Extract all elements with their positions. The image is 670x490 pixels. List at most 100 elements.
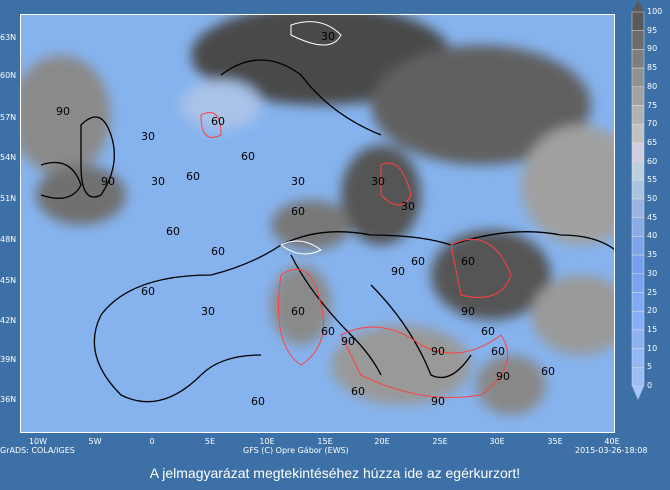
lon-label: 10E — [259, 437, 275, 446]
colorbar-label: 100 — [647, 7, 663, 16]
contour-label: 60 — [251, 395, 265, 408]
colorbar-label: 30 — [647, 268, 658, 278]
lon-label: 35E — [547, 437, 563, 446]
colorbar-label: 75 — [647, 100, 658, 110]
colorbar-bin — [631, 217, 645, 237]
colorbar-bin — [631, 161, 645, 181]
contour-label: 60 — [211, 245, 225, 258]
contour-label: 30 — [371, 175, 385, 188]
contour-label: 60 — [241, 150, 255, 163]
colorbar-bin — [631, 348, 645, 368]
colorbar-label: 20 — [647, 306, 658, 316]
colorbar-bin — [631, 329, 645, 349]
colorbar-bin — [631, 310, 645, 331]
contour-label: 90 — [431, 345, 445, 358]
credit-center: GFS (C) Opre Gábor (EWS) — [243, 446, 349, 455]
colorbar-label: 25 — [647, 287, 658, 297]
precip-contours — [200, 112, 512, 398]
colorbar-bin — [631, 67, 645, 88]
contour-label: 30 — [151, 175, 165, 188]
colorbar-max-arrow — [632, 0, 644, 12]
contour-label: 30 — [321, 30, 335, 43]
colorbar-label: 90 — [647, 44, 658, 54]
weather-map[interactable]: 90 30 60 30 60 60 90 60 30 60 30 60 90 90 60 90 60 60 30 60… — [20, 14, 615, 433]
contour-label: 60 — [541, 365, 555, 378]
contour-label: 60 — [291, 205, 305, 218]
contour-label: 60 — [481, 325, 495, 338]
colorbar-label: 5 — [647, 362, 653, 372]
contour-label: 60 — [141, 285, 155, 298]
contour-label: 90 — [101, 175, 115, 188]
colorbar-label: 70 — [647, 119, 658, 129]
lon-label: 20E — [374, 437, 390, 446]
lon-label: 5W — [88, 437, 102, 446]
colorbar-label: 10 — [647, 343, 658, 353]
lat-label: 60N — [0, 71, 17, 80]
legend-hint: A jelmagyarázat megtekintéséhez húzza id… — [149, 465, 521, 481]
contour-label: 60 — [186, 170, 200, 183]
colorbar-bin — [631, 292, 645, 312]
colorbar-label: 80 — [647, 81, 658, 91]
contour-label: 90 — [341, 335, 355, 348]
lat-label: 54N — [0, 153, 17, 162]
contour-label: 60 — [351, 385, 365, 398]
lon-label: 5E — [204, 437, 216, 446]
contour-label: 90 — [431, 395, 445, 408]
colorbar-bin — [631, 11, 645, 31]
lat-label: 48N — [0, 235, 17, 244]
lat-label: 63N — [0, 33, 17, 42]
lat-label: 51N — [0, 194, 17, 203]
contour-label: 60 — [461, 255, 475, 268]
lon-label: 0 — [149, 437, 155, 446]
lat-label: 39N — [0, 355, 17, 364]
colorbar — [630, 0, 670, 410]
colorbar-label: 50 — [647, 194, 658, 203]
colorbar-label: 65 — [647, 137, 658, 147]
colorbar-label: 40 — [647, 231, 658, 241]
colorbar-bin — [631, 254, 645, 275]
colorbar-bin — [631, 236, 645, 256]
contour-label: 90 — [391, 265, 405, 278]
contour-label: 30 — [291, 175, 305, 188]
contour-label: 60 — [291, 305, 305, 318]
colorbar-label: 60 — [647, 156, 658, 166]
credit-left: GrADS: COLA/IGES — [0, 446, 75, 455]
contour-label: 30 — [201, 305, 215, 318]
wind-contours — [280, 21, 342, 255]
contour-label: 60 — [166, 225, 180, 238]
colorbar-label: 0 — [647, 381, 653, 390]
colorbar-bin — [631, 367, 645, 387]
lon-label: 40E — [604, 437, 620, 446]
contour-label: 90 — [496, 370, 510, 383]
timestamp: 2015-03-26-18:08 — [575, 446, 648, 455]
colorbar-bin — [631, 123, 645, 144]
colorbar-label: 45 — [647, 212, 658, 222]
colorbar-label: 35 — [647, 250, 658, 260]
lon-label: 25E — [432, 437, 448, 446]
colorbar-bin — [631, 180, 645, 200]
colorbar-bin — [631, 49, 645, 69]
colorbar-min-arrow — [632, 386, 644, 400]
contour-label: 30 — [141, 130, 155, 143]
colorbar-bin — [631, 30, 645, 50]
lon-label: 15E — [317, 437, 333, 446]
colorbar-bin — [631, 86, 645, 106]
colorbar-bin — [631, 105, 645, 125]
colorbar-label: 95 — [647, 25, 658, 35]
colorbar-bin — [631, 198, 645, 218]
lon-label: 30E — [489, 437, 505, 446]
cloud-cover-field — [21, 15, 614, 415]
contour-label: 60 — [411, 255, 425, 268]
contour-label: 90 — [461, 305, 475, 318]
colorbar-label: 15 — [647, 324, 658, 334]
lon-label: 10W — [28, 437, 48, 446]
colorbar-bin — [631, 142, 645, 162]
map-canvas: 90 30 60 30 60 60 90 60 30 60 30 60 90 90 60 90 60 60 30 60… — [21, 15, 614, 415]
coastlines — [40, 59, 614, 403]
lat-label: 36N — [0, 395, 17, 404]
lat-label: 45N — [0, 276, 17, 285]
contour-label: 90 — [56, 105, 70, 118]
contour-label: 30 — [401, 200, 415, 213]
lat-label: 42N — [0, 316, 17, 325]
contour-label: 60 — [491, 345, 505, 358]
